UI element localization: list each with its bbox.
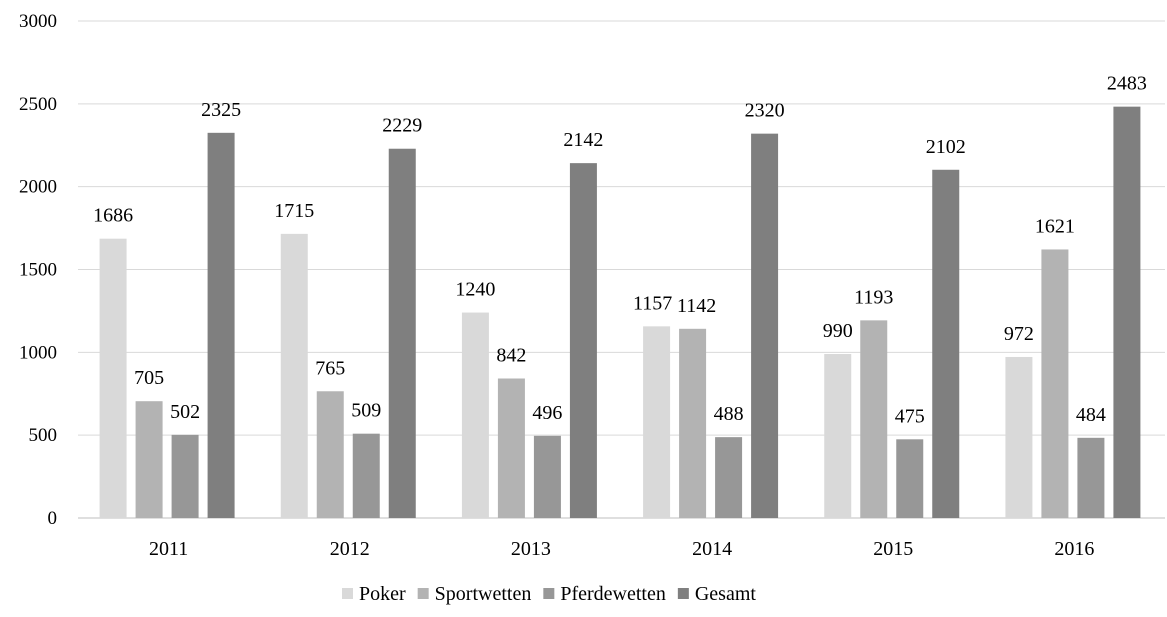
data-label: 1193 <box>854 286 893 308</box>
data-label: 2325 <box>201 99 241 121</box>
legend-swatch <box>677 588 689 599</box>
bar-pferdewetten-2013 <box>533 435 561 518</box>
bar-sportwetten-2015 <box>860 320 888 518</box>
legend-item-sportwetten: Sportwetten <box>417 583 532 605</box>
bar-gesamt-2014 <box>751 133 779 519</box>
legend-label: Gesamt <box>695 583 757 605</box>
bar-poker-2012 <box>280 233 308 519</box>
x-tick-label: 2014 <box>692 538 732 560</box>
data-label: 1715 <box>274 200 314 222</box>
data-label: 484 <box>1076 404 1106 426</box>
bar-gesamt-2013 <box>569 163 597 518</box>
data-label: 1157 <box>633 292 672 314</box>
bar-poker-2013 <box>461 312 489 518</box>
y-tick-label: 2500 <box>19 94 57 115</box>
legend-item-gesamt: Gesamt <box>677 583 757 605</box>
data-label: 705 <box>134 367 164 389</box>
data-label: 842 <box>496 345 526 367</box>
data-label: 972 <box>1004 323 1034 345</box>
data-label: 1142 <box>677 295 716 317</box>
legend-item-poker: Poker <box>342 583 406 605</box>
x-tick-label: 2012 <box>330 538 370 560</box>
data-label: 990 <box>823 320 853 342</box>
x-tick-label: 2016 <box>1054 538 1094 560</box>
x-axis-ticks: 2011 2012 2013 2014 2015 2016 <box>149 538 1094 560</box>
data-label: 488 <box>714 403 744 425</box>
bar-sportwetten-2012 <box>316 391 344 518</box>
data-label: 502 <box>170 401 200 423</box>
y-tick-label: 2000 <box>19 177 57 198</box>
data-label: 2229 <box>382 115 422 137</box>
bar-pferdewetten-2015 <box>896 439 924 518</box>
bar-gesamt-2012 <box>388 148 416 518</box>
bar-sportwetten-2011 <box>135 401 163 518</box>
data-label: 475 <box>895 405 925 427</box>
y-tick-label: 3000 <box>19 11 57 32</box>
bar-gesamt-2011 <box>207 132 235 518</box>
legend: Poker Sportwetten Pferdewetten Gesamt <box>342 583 756 605</box>
y-tick-label: 1500 <box>19 260 57 281</box>
data-label: 509 <box>351 400 381 422</box>
y-tick-label: 1000 <box>19 342 57 363</box>
legend-swatch <box>417 588 429 599</box>
data-labels: 1686 705 502 2325 1715 765 509 2229 1240 842 496 21… <box>93 73 1147 428</box>
y-tick-label: 0 <box>48 508 58 529</box>
bars <box>99 106 1141 519</box>
grid-lines <box>78 20 1165 519</box>
data-label: 2320 <box>745 100 785 122</box>
bar-gesamt-2016 <box>1113 106 1141 519</box>
bar-poker-2016 <box>1005 356 1033 518</box>
y-axis-ticks: 0 500 1000 1500 2000 2500 3000 <box>19 11 57 529</box>
data-label: 765 <box>315 357 345 379</box>
data-label: 496 <box>532 402 562 424</box>
data-label: 1240 <box>455 279 495 301</box>
data-label: 2102 <box>926 136 966 158</box>
bar-poker-2015 <box>824 353 852 518</box>
data-label: 1621 <box>1035 215 1075 237</box>
bar-poker-2011 <box>99 238 127 518</box>
bar-pferdewetten-2012 <box>352 433 380 518</box>
legend-swatch <box>543 588 555 599</box>
bar-gesamt-2015 <box>932 169 960 518</box>
y-tick-label: 500 <box>29 425 58 446</box>
legend-label: Pferdewetten <box>560 583 666 605</box>
x-tick-label: 2015 <box>873 538 913 560</box>
bar-pferdewetten-2016 <box>1077 437 1105 518</box>
bar-pferdewetten-2014 <box>715 437 743 518</box>
x-tick-label: 2013 <box>511 538 551 560</box>
bar-pferdewetten-2011 <box>171 434 199 518</box>
data-label: 1686 <box>93 205 133 227</box>
legend-label: Sportwetten <box>435 583 532 605</box>
legend-item-pferdewetten: Pferdewetten <box>543 583 666 605</box>
legend-label: Poker <box>359 583 406 605</box>
x-tick-label: 2011 <box>149 538 188 560</box>
data-label: 2142 <box>563 129 603 151</box>
bar-sportwetten-2016 <box>1041 249 1069 518</box>
bar-sportwetten-2014 <box>679 328 707 518</box>
bar-poker-2014 <box>643 326 671 518</box>
legend-swatch <box>342 588 353 599</box>
bar-sportwetten-2013 <box>497 378 525 518</box>
data-label: 2483 <box>1107 73 1147 95</box>
